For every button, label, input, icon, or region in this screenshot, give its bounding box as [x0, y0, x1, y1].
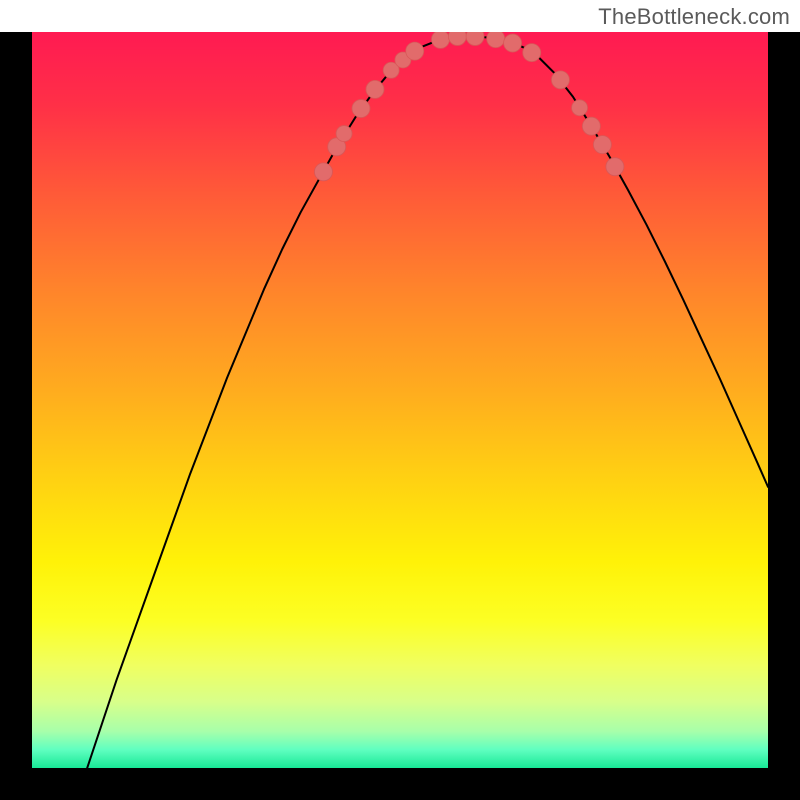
chart-marker: [406, 42, 424, 60]
chart-marker: [431, 32, 449, 48]
chart-marker: [523, 44, 541, 62]
chart-marker: [314, 163, 332, 181]
watermark-text: TheBottleneck.com: [598, 4, 790, 30]
chart-marker: [593, 136, 611, 154]
chart-background: [32, 32, 768, 768]
chart-marker: [504, 34, 522, 52]
chart-marker: [606, 158, 624, 176]
chart-svg: [32, 32, 768, 768]
chart-marker: [551, 71, 569, 89]
chart-marker: [336, 126, 352, 142]
chart-marker: [572, 100, 588, 116]
chart-marker: [582, 117, 600, 135]
chart-marker: [366, 80, 384, 98]
chart-plot-area: [32, 32, 768, 768]
chart-marker: [352, 100, 370, 118]
chart-marker: [487, 32, 505, 48]
chart-frame: [0, 32, 800, 800]
